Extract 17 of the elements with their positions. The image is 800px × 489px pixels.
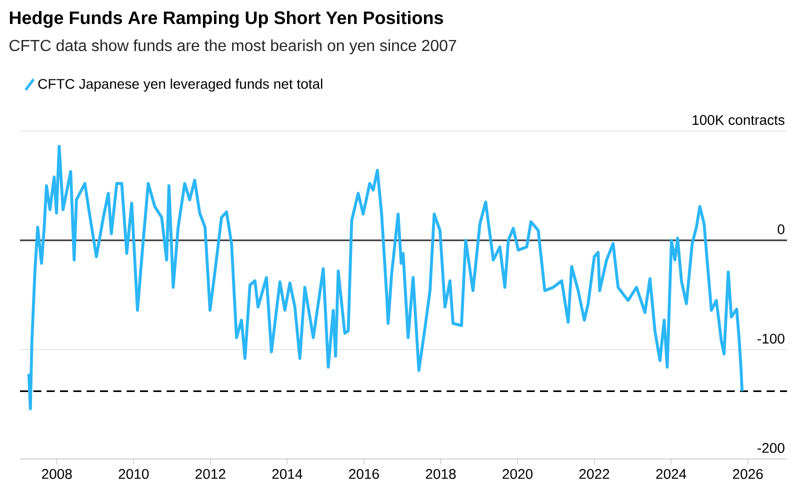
chart-subtitle: CFTC data show funds are the most bearish on yen since 2007: [10, 39, 456, 54]
x-tick-label: 2020: [502, 469, 533, 479]
x-tick-label: 2024: [656, 469, 686, 479]
y-tick-label: 0: [778, 224, 784, 234]
y-tick-label: -100: [758, 334, 784, 344]
legend-label: CFTC Japanese yen leveraged funds net total: [38, 78, 322, 92]
x-tick-label: 2010: [118, 469, 149, 479]
x-tick-label: 2026: [732, 469, 763, 479]
x-tick-label: 2016: [349, 469, 379, 479]
y-tick-label: -200: [758, 443, 784, 453]
x-tick-label: 2022: [579, 469, 610, 479]
x-tick-label: 2018: [426, 469, 456, 479]
chart-title: Hedge Funds Are Ramping Up Short Yen Positions: [10, 10, 444, 28]
x-tick-label: 2012: [196, 469, 226, 479]
x-tick-label: 2008: [42, 469, 72, 479]
x-tick-label: 2014: [272, 469, 302, 479]
y-tick-label: 100K contracts: [692, 115, 784, 125]
